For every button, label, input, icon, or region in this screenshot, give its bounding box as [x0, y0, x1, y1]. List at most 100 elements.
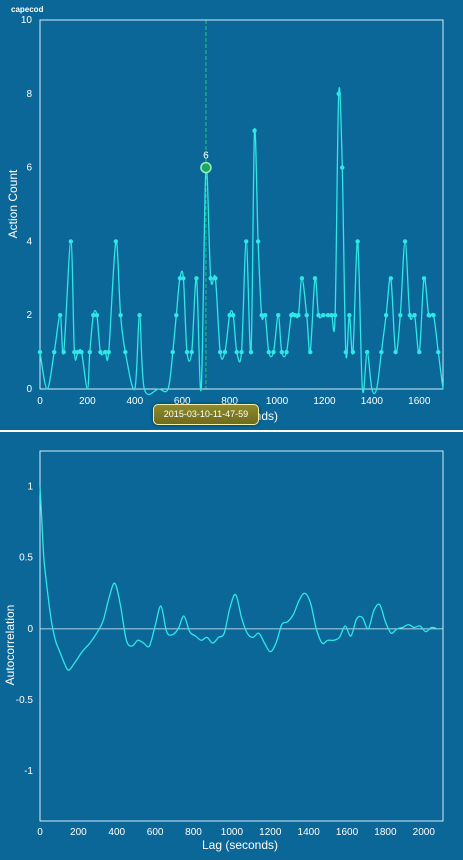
- data-point[interactable]: [106, 349, 111, 355]
- data-point[interactable]: [336, 91, 341, 97]
- data-point[interactable]: [388, 276, 394, 281]
- series-line: [39, 87, 444, 396]
- data-point[interactable]: [296, 313, 301, 318]
- top-x-tick-label: 1200: [313, 396, 336, 407]
- top-x-tick-label: 1000: [266, 396, 289, 407]
- data-point[interactable]: [184, 349, 190, 355]
- data-point[interactable]: [91, 313, 96, 318]
- data-point[interactable]: [304, 313, 309, 318]
- data-point[interactable]: [343, 349, 349, 355]
- data-point[interactable]: [308, 349, 313, 355]
- data-point[interactable]: [431, 313, 436, 318]
- data-point[interactable]: [239, 349, 244, 355]
- data-point[interactable]: [350, 349, 356, 355]
- data-point[interactable]: [72, 349, 77, 355]
- data-point[interactable]: [61, 349, 66, 355]
- data-point[interactable]: [222, 349, 228, 355]
- bottom-y-tick-label: -1: [24, 766, 33, 777]
- data-point[interactable]: [248, 349, 254, 355]
- data-point[interactable]: [174, 313, 179, 318]
- data-point[interactable]: [94, 313, 100, 318]
- top-x-tick-label: 0: [37, 396, 43, 407]
- data-point[interactable]: [57, 313, 63, 318]
- data-point[interactable]: [217, 349, 223, 355]
- bottom-y-tick-label: 0.5: [19, 553, 33, 564]
- data-point[interactable]: [329, 313, 334, 318]
- data-point[interactable]: [417, 349, 422, 355]
- data-point[interactable]: [426, 313, 431, 318]
- data-point[interactable]: [379, 349, 384, 355]
- bottom-x-tick-label: 800: [185, 827, 202, 838]
- data-point[interactable]: [231, 313, 236, 318]
- data-point[interactable]: [244, 239, 249, 244]
- data-point[interactable]: [79, 349, 84, 355]
- data-point[interactable]: [213, 276, 218, 281]
- data-point[interactable]: [393, 349, 398, 355]
- data-point[interactable]: [312, 276, 318, 281]
- data-point[interactable]: [340, 165, 345, 170]
- data-point[interactable]: [364, 349, 370, 355]
- data-point[interactable]: [316, 313, 321, 318]
- top-y-tick-labels: 0 2 4 6 8 10: [21, 15, 33, 395]
- data-point[interactable]: [208, 276, 213, 281]
- data-point[interactable]: [266, 349, 271, 355]
- data-point[interactable]: [332, 313, 338, 318]
- data-point[interactable]: [52, 349, 57, 355]
- data-point[interactable]: [398, 313, 403, 318]
- data-point[interactable]: [279, 349, 284, 355]
- data-point[interactable]: [407, 313, 413, 318]
- data-point[interactable]: [292, 313, 298, 318]
- data-point[interactable]: [325, 313, 331, 318]
- bottom-y-tick-labels: 1 0.5 0 -0.5 -1: [16, 482, 34, 778]
- highlight-value-label: 6: [203, 151, 209, 162]
- bottom-x-tick-label: 1600: [336, 827, 359, 838]
- data-point[interactable]: [98, 349, 103, 355]
- data-point[interactable]: [252, 128, 257, 133]
- top-plot-area: [39, 19, 444, 390]
- top-y-tick-label: 0: [26, 384, 32, 395]
- highlight-marker[interactable]: [200, 161, 212, 174]
- data-point[interactable]: [284, 349, 289, 355]
- bottom-x-axis-title: Lag (seconds): [202, 838, 278, 852]
- data-point[interactable]: [87, 349, 92, 355]
- data-point[interactable]: [263, 313, 268, 318]
- top-x-tick-label: 600: [174, 396, 191, 407]
- timestamp-tooltip: 2015-03-10-11-47-59: [153, 404, 259, 425]
- bottom-x-tick-label: 1400: [298, 827, 321, 838]
- data-point[interactable]: [102, 349, 108, 355]
- data-point[interactable]: [347, 313, 352, 318]
- bottom-x-tick-label: 400: [108, 827, 125, 838]
- data-point[interactable]: [259, 313, 264, 318]
- data-point[interactable]: [289, 313, 294, 318]
- data-point[interactable]: [113, 239, 119, 244]
- data-point[interactable]: [170, 349, 175, 355]
- bottom-x-tick-labels: 0 200 400 600 800 1000 1200 1400 1600 1800 2000: [37, 827, 435, 838]
- data-point[interactable]: [189, 349, 194, 355]
- data-point[interactable]: [412, 313, 417, 318]
- data-point[interactable]: [137, 313, 142, 318]
- data-point[interactable]: [194, 276, 199, 281]
- data-point[interactable]: [355, 239, 360, 244]
- top-y-tick-label: 10: [21, 15, 33, 26]
- data-point[interactable]: [75, 349, 81, 355]
- data-point[interactable]: [181, 276, 186, 281]
- data-point[interactable]: [37, 349, 43, 355]
- data-point[interactable]: [421, 276, 427, 281]
- data-point[interactable]: [255, 239, 261, 244]
- data-point[interactable]: [299, 276, 305, 281]
- data-point[interactable]: [177, 276, 183, 281]
- top-y-tick-label: 4: [26, 236, 32, 247]
- data-point[interactable]: [227, 313, 232, 318]
- bottom-x-tick-label: 2000: [413, 827, 436, 838]
- data-point[interactable]: [436, 349, 441, 355]
- bottom-x-tick-label: 1000: [221, 827, 244, 838]
- data-point[interactable]: [321, 313, 326, 318]
- data-point[interactable]: [383, 313, 389, 318]
- data-point[interactable]: [123, 349, 128, 355]
- data-point[interactable]: [118, 313, 123, 318]
- data-point[interactable]: [276, 313, 281, 318]
- data-point[interactable]: [234, 349, 239, 355]
- data-point[interactable]: [68, 239, 74, 244]
- data-point[interactable]: [402, 239, 408, 244]
- data-point[interactable]: [271, 349, 276, 355]
